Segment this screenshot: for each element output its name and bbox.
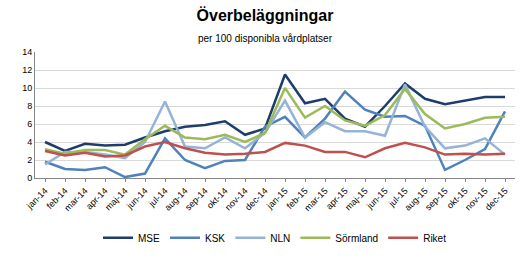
svg-text:2: 2 [27, 155, 32, 165]
svg-text:okt-15: okt-15 [445, 186, 470, 211]
svg-text:dec-15: dec-15 [483, 186, 510, 213]
svg-text:NLN: NLN [270, 233, 290, 244]
svg-text:maj-15: maj-15 [343, 186, 370, 213]
svg-text:jan-14: jan-14 [24, 186, 49, 211]
svg-text:mar-15: mar-15 [302, 186, 329, 213]
svg-text:apr-15: apr-15 [324, 186, 349, 211]
svg-text:feb-14: feb-14 [44, 186, 69, 211]
svg-text:jun-15: jun-15 [364, 186, 389, 211]
svg-text:MSE: MSE [138, 233, 160, 244]
svg-text:aug-14: aug-14 [163, 186, 190, 213]
svg-text:nov-14: nov-14 [223, 186, 250, 213]
svg-text:10: 10 [22, 83, 32, 93]
svg-text:mar-14: mar-14 [62, 186, 89, 213]
svg-text:feb-15: feb-15 [284, 186, 309, 211]
svg-text:jul-14: jul-14 [146, 186, 169, 209]
svg-text:14: 14 [22, 47, 32, 57]
svg-text:nov-15: nov-15 [463, 186, 490, 213]
svg-text:6: 6 [27, 119, 32, 129]
svg-text:0: 0 [27, 173, 32, 183]
svg-text:Överbeläggningarper 100 dispon: Överbeläggningarper 100 disponibla vårdp… [197, 6, 334, 44]
svg-text:Sörmland: Sörmland [335, 233, 378, 244]
svg-text:dec-14: dec-14 [243, 186, 270, 213]
svg-text:12: 12 [22, 65, 32, 75]
svg-text:apr-14: apr-14 [84, 186, 109, 211]
svg-text:sep-14: sep-14 [183, 186, 210, 213]
svg-text:aug-15: aug-15 [403, 186, 430, 213]
svg-text:Riket: Riket [423, 233, 446, 244]
svg-text:jan-15: jan-15 [264, 186, 289, 211]
svg-text:jul-15: jul-15 [386, 186, 409, 209]
svg-text:KSK: KSK [205, 233, 225, 244]
svg-text:okt-14: okt-14 [205, 186, 230, 211]
svg-text:4: 4 [27, 137, 32, 147]
svg-text:maj-14: maj-14 [103, 186, 130, 213]
svg-text:8: 8 [27, 101, 32, 111]
svg-text:sep-15: sep-15 [423, 186, 450, 213]
svg-text:jun-14: jun-14 [124, 186, 149, 211]
